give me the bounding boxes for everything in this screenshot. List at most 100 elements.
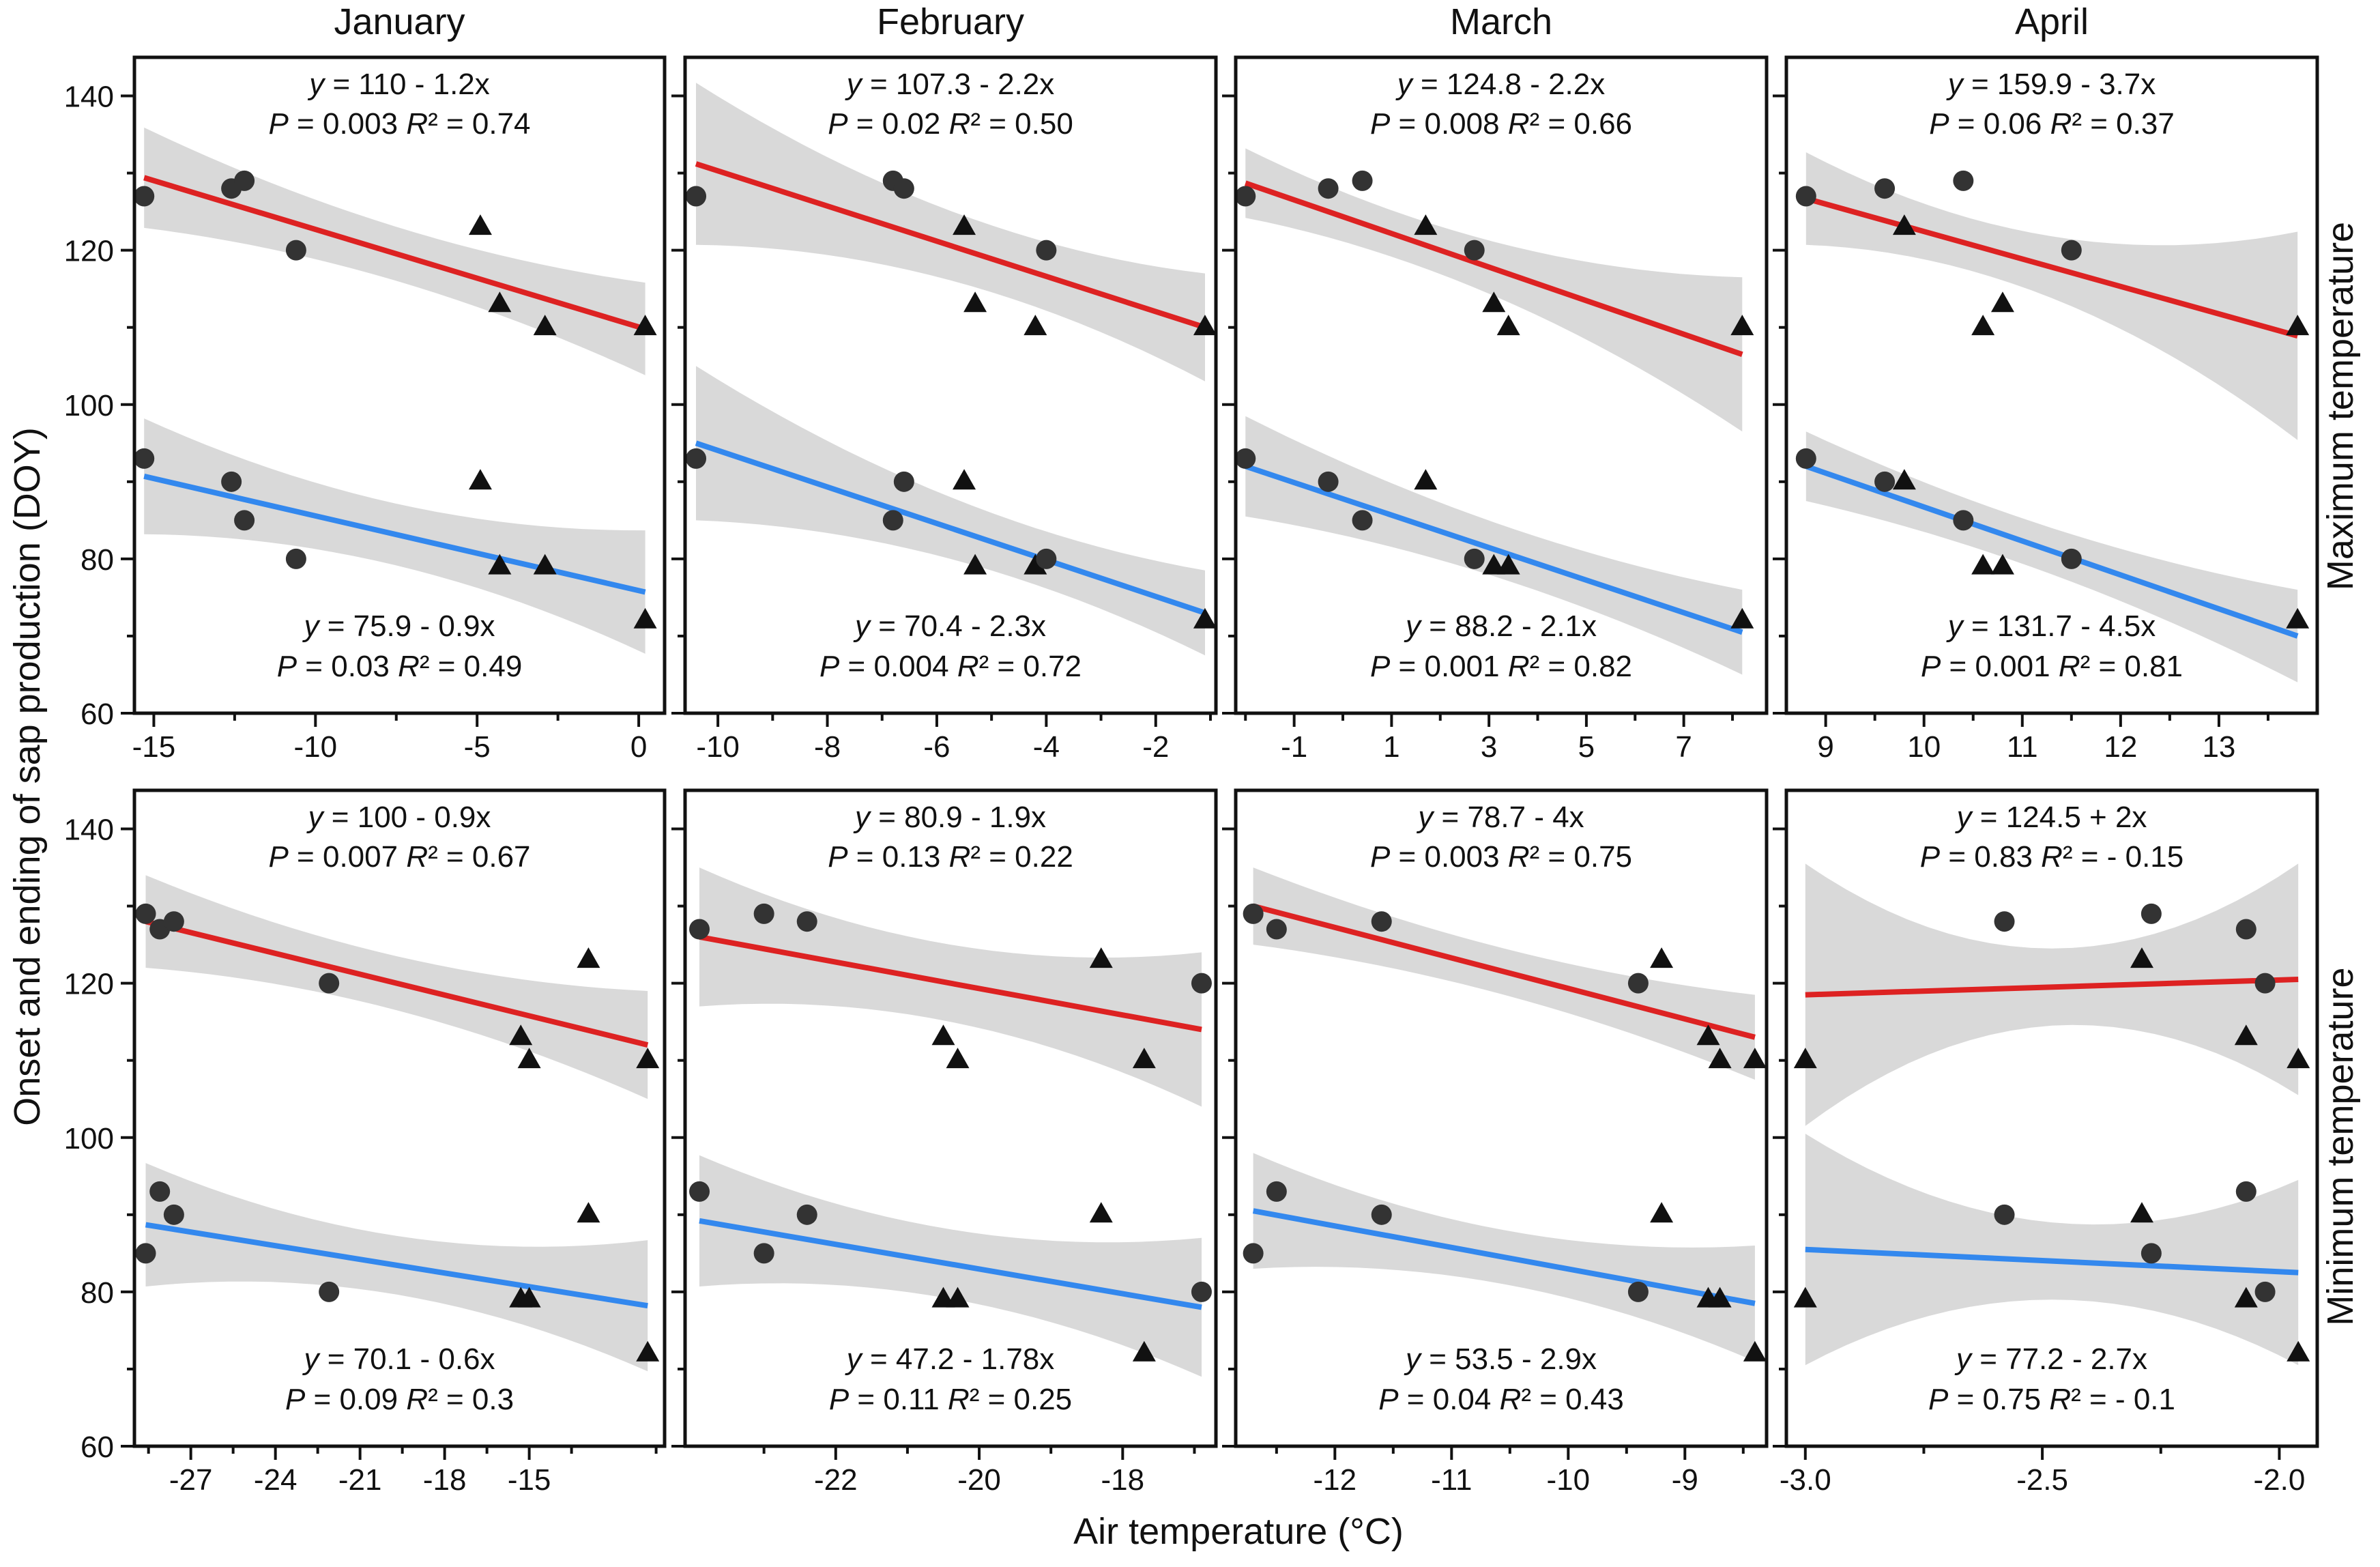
onset-confidence-band (1805, 152, 2298, 440)
ending-point-circle (1464, 548, 1485, 569)
ending-point-triangle (533, 554, 557, 575)
equation-body: = 70.4 - 2.3x (870, 609, 1046, 643)
p-value: 0.04 (1433, 1383, 1492, 1416)
x-tick-label: -8 (814, 730, 841, 764)
r2-value: 0.74 (472, 107, 531, 141)
ending-point-triangle (636, 1340, 660, 1362)
ending-equation: y = 75.9 - 0.9x (302, 609, 495, 643)
ending-point-circle (134, 448, 155, 469)
ending-statistics: P = 0.004 R² = 0.72 (819, 650, 1082, 683)
x-tick-label: -6 (923, 730, 950, 764)
ending-point-triangle (1743, 1340, 1767, 1362)
onset-equation: y = 107.3 - 2.2x (845, 68, 1055, 101)
onset-point-triangle (1024, 315, 1047, 336)
p-value: 0.004 (873, 650, 948, 683)
x-tick-label: 11 (2007, 730, 2038, 764)
r2-value: 0.25 (1014, 1383, 1073, 1416)
r2-symbol: R (390, 650, 420, 683)
r2-equals: ² = (970, 107, 1015, 141)
onset-point-triangle (1730, 315, 1754, 336)
onset-point-triangle (2130, 947, 2153, 968)
ending-point-triangle (633, 607, 657, 629)
onset-equation: y = 124.5 + 2x (1955, 801, 2147, 834)
r2-symbol: R (1500, 650, 1530, 683)
x-tick-label: 9 (1817, 730, 1833, 764)
onset-point-circle (134, 186, 155, 207)
ending-point-circle (1266, 1181, 1287, 1202)
r2-symbol: R (2041, 1383, 2071, 1416)
column-title-march: March (1450, 1, 1552, 42)
r2-symbol: R (940, 1383, 970, 1416)
onset-regression-line (699, 934, 1202, 1033)
ending-statistics: P = 0.09 R² = 0.3 (285, 1383, 514, 1416)
onset-point-circle (753, 903, 774, 924)
x-tick-label: -10 (696, 730, 740, 764)
equation-y-symbol: y (1395, 68, 1414, 101)
equation-y-symbol: y (1404, 609, 1423, 643)
equation-body: = 107.3 - 2.2x (862, 68, 1055, 101)
x-tick-label: -22 (814, 1463, 858, 1497)
ending-point-circle (689, 1181, 710, 1202)
panel-april-min: -3.0 -2.5 -2.0 y = 124.5 + 2x P = 0.83 R² = … (1773, 788, 2319, 1497)
onset-point-circle (319, 973, 340, 994)
onset-point-triangle (633, 315, 657, 336)
ending-regression-line (695, 440, 1206, 616)
onset-statistics: P = 0.007 R² = 0.67 (268, 840, 530, 874)
equation-body: = 53.5 - 2.9x (1421, 1342, 1597, 1376)
ending-confidence-band (696, 366, 1205, 656)
equation-y-symbol: y (1946, 68, 1965, 101)
onset-point-circle (163, 911, 184, 932)
ending-regression-line (145, 1222, 648, 1309)
x-tick-label: -20 (957, 1463, 1001, 1497)
onset-statistics: P = 0.008 R² = 0.66 (1370, 107, 1632, 141)
r2-symbol: R (398, 840, 428, 874)
p-value: 0.001 (1424, 650, 1499, 683)
p-symbol: P (268, 107, 289, 141)
r2-equals: ² = (428, 107, 472, 141)
panel-frame (1784, 788, 2319, 1448)
onset-point-circle (796, 911, 817, 932)
ending-point-triangle (1132, 1340, 1156, 1362)
onset-equation: y = 110 - 1.2x (307, 68, 490, 101)
p-equals: = (1949, 107, 1984, 141)
onset-point-circle (1953, 170, 1974, 191)
ending-point-circle (1318, 471, 1339, 492)
onset-statistics: P = 0.003 R² = 0.74 (268, 107, 530, 141)
p-symbol: P (828, 107, 848, 141)
ending-point-circle (221, 471, 242, 492)
ending-confidence-band (1245, 416, 1743, 675)
panel-january-max: 60 80 100 120 140 -15 -10 -5 0 y = 110 - 1.2x P = … (64, 55, 667, 764)
equation-y-symbol: y (1955, 801, 1974, 834)
p-equals: = (1390, 650, 1424, 683)
x-tick-label: 10 (1907, 730, 1941, 764)
onset-statistics: P = 0.02 R² = 0.50 (828, 107, 1073, 141)
ending-point-circle (2254, 1281, 2276, 1302)
onset-point-circle (1191, 973, 1212, 994)
x-tick-label: 7 (1675, 730, 1692, 764)
p-value: 0.06 (1984, 107, 2042, 141)
y-tick-label: 140 (64, 81, 114, 114)
panel-march-min: -12 -11 -10 -9y = 78.7 - 4xP = 0.003 R² = 0… (1222, 788, 1769, 1497)
r2-value: - 0.1 (2115, 1383, 2175, 1416)
panel-january-min: 60 80 100 120 140 -27 -24 -21 -18 -15 y = 100 - 0.… (64, 788, 667, 1497)
onset-point-triangle (1971, 315, 1995, 336)
panel-february-max: -10 -8 -6 -4 -2y = 107.3 - 2.2xP = 0.02 R² =… (671, 55, 1218, 764)
column-title-april: April (2015, 1, 2089, 42)
equation-body: = 80.9 - 1.9x (870, 801, 1046, 834)
onset-point-triangle (1892, 214, 1916, 235)
onset-statistics: P = 0.06 R² = 0.37 (1929, 107, 2175, 141)
p-value: 0.03 (331, 650, 390, 683)
ending-statistics: P = 0.75 R² = - 0.1 (1928, 1383, 2175, 1416)
onset-point-circle (1874, 178, 1896, 199)
r2-equals: ² = (428, 840, 472, 874)
x-tick-label: -10 (294, 730, 338, 764)
panel-frame (132, 55, 667, 715)
onset-point-triangle (953, 214, 976, 235)
onset-regression-line (1252, 903, 1756, 1040)
ending-point-circle (1874, 471, 1896, 492)
p-symbol: P (1921, 650, 1941, 683)
ending-point-triangle (1193, 607, 1217, 629)
p-symbol: P (1370, 840, 1391, 874)
ending-statistics: P = 0.11 R² = 0.25 (829, 1383, 1072, 1416)
